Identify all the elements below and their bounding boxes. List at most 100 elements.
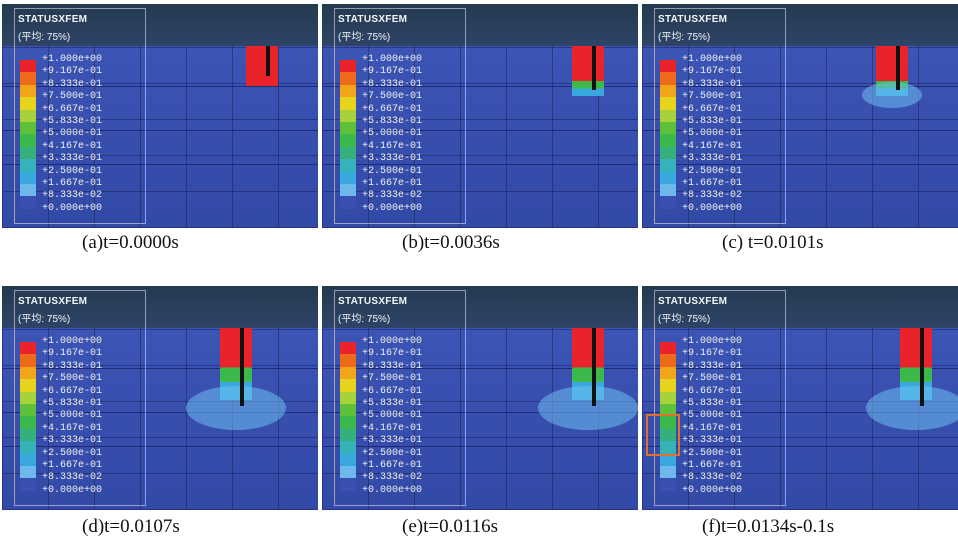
legend-level: +4.167e-01 xyxy=(42,140,103,152)
legend-swatch xyxy=(660,97,676,110)
legend-level: +9.167e-01 xyxy=(362,66,423,78)
model-top-band xyxy=(642,4,958,46)
legend-level: +1.667e-01 xyxy=(362,178,423,189)
legend-level: +0.000e+00 xyxy=(42,484,103,496)
legend-swatch xyxy=(340,159,356,172)
legend-subtitle: (平均: 75%) xyxy=(658,32,711,43)
legend-title: STATUSXFEM xyxy=(338,296,408,307)
model-top-band xyxy=(2,4,318,46)
legend-title: STATUSXFEM xyxy=(18,14,88,25)
legend-level: +1.667e-01 xyxy=(682,460,743,471)
legend-swatch xyxy=(340,416,356,429)
legend-level: +2.500e-01 xyxy=(682,165,743,177)
legend-subtitle: (平均: 75%) xyxy=(338,32,391,43)
legend-title: STATUSXFEM xyxy=(658,14,728,25)
legend-level: +7.500e-01 xyxy=(362,91,423,103)
damage-zone xyxy=(866,386,958,430)
crack-line xyxy=(920,328,924,406)
legend-swatch xyxy=(660,416,676,429)
legend-level: +5.833e-01 xyxy=(682,398,743,409)
legend-subtitle: (平均: 75%) xyxy=(18,32,71,43)
legend-swatch xyxy=(660,366,676,380)
legend-level: +2.500e-01 xyxy=(362,447,423,459)
layer-boundary xyxy=(322,446,638,447)
damage-zone xyxy=(186,386,286,430)
legend-swatch xyxy=(660,478,676,491)
legend-level: +1.000e+00 xyxy=(362,54,423,65)
legend-level: +1.667e-01 xyxy=(682,178,743,189)
xfem-panel: STATUSXFEM (平均: 75%) +1.000e+00 +9.167e-01 +… xyxy=(322,286,638,510)
layer-boundary xyxy=(322,164,638,165)
panel-caption: (d)t=0.0107s xyxy=(82,516,180,537)
legend-level: +1.667e-01 xyxy=(42,460,103,471)
legend-level: +8.333e-02 xyxy=(362,190,423,202)
panel-caption: (a)t=0.0000s xyxy=(82,232,179,253)
legend-level: +5.000e-01 xyxy=(42,410,103,422)
crack-line xyxy=(896,46,900,90)
legend-level: +8.333e-01 xyxy=(682,360,743,372)
legend-frame xyxy=(654,8,786,224)
legend-level: +1.000e+00 xyxy=(42,54,103,65)
legend-swatch xyxy=(340,97,356,110)
panel-caption: (b)t=0.0036s xyxy=(402,232,500,253)
legend-swatch xyxy=(20,159,36,172)
legend-swatch xyxy=(20,416,36,429)
legend-swatch xyxy=(20,72,36,85)
legend-level: +8.333e-01 xyxy=(682,78,743,90)
legend-level: +8.333e-02 xyxy=(42,472,103,484)
legend-level: +2.500e-01 xyxy=(682,447,743,459)
layer-boundary xyxy=(2,164,318,165)
legend-level: +6.667e-01 xyxy=(682,103,743,115)
model-top-band xyxy=(2,286,318,328)
legend-swatch xyxy=(340,354,356,367)
legend-level: +3.333e-01 xyxy=(682,153,743,165)
legend-level: +2.500e-01 xyxy=(362,165,423,177)
legend-swatch xyxy=(20,466,36,479)
legend-level: +9.167e-01 xyxy=(362,348,423,360)
legend-swatch xyxy=(340,428,356,442)
legend-subtitle: (平均: 75%) xyxy=(658,314,711,325)
legend-swatch xyxy=(20,122,36,135)
legend-level: +8.333e-01 xyxy=(362,360,423,372)
damage-zone xyxy=(538,386,638,430)
panel-caption: (e)t=0.0116s xyxy=(402,516,499,537)
legend-swatch xyxy=(340,379,356,392)
legend-level: +9.167e-01 xyxy=(42,66,103,78)
legend-level: +4.167e-01 xyxy=(362,422,423,434)
model-top-band xyxy=(322,286,638,328)
legend-swatch xyxy=(660,196,676,209)
legend-swatch xyxy=(660,84,676,98)
legend-swatch xyxy=(340,122,356,135)
legend-level: +3.333e-01 xyxy=(42,153,103,165)
model-top-band xyxy=(642,286,958,328)
legend-swatch xyxy=(660,171,676,184)
legend-swatch xyxy=(340,184,356,197)
legend-frame xyxy=(334,290,466,506)
crack-line xyxy=(240,328,244,406)
xfem-panel: STATUSXFEM (平均: 75%) +1.000e+00 +9.167e-01 +… xyxy=(2,4,318,228)
legend-level: +8.333e-01 xyxy=(42,78,103,90)
layer-boundary xyxy=(2,368,318,369)
layer-boundary xyxy=(642,164,958,165)
legend-level: +7.500e-01 xyxy=(42,373,103,385)
layer-boundary xyxy=(322,130,638,131)
legend-level: +5.833e-01 xyxy=(682,116,743,127)
legend-level: +6.667e-01 xyxy=(362,385,423,397)
legend-level: +5.833e-01 xyxy=(42,116,103,127)
legend-swatch xyxy=(340,478,356,491)
legend-subtitle: (平均: 75%) xyxy=(338,314,391,325)
legend-level: +2.500e-01 xyxy=(42,165,103,177)
xfem-panel: STATUSXFEM (平均: 75%) +1.000e+00 +9.167e-01 +… xyxy=(322,4,638,228)
layer-boundary xyxy=(642,368,958,369)
legend-frame xyxy=(654,290,786,506)
legend-level: +5.833e-01 xyxy=(362,116,423,127)
legend-swatch xyxy=(340,466,356,479)
legend-level: +5.000e-01 xyxy=(362,128,423,140)
legend-level: +5.000e-01 xyxy=(42,128,103,140)
legend-level: +4.167e-01 xyxy=(682,422,743,434)
layer-boundary xyxy=(322,368,638,369)
legend-swatch xyxy=(340,72,356,85)
legend-swatch xyxy=(20,366,36,380)
legend-level: +0.000e+00 xyxy=(362,202,423,214)
legend-swatch xyxy=(660,379,676,392)
